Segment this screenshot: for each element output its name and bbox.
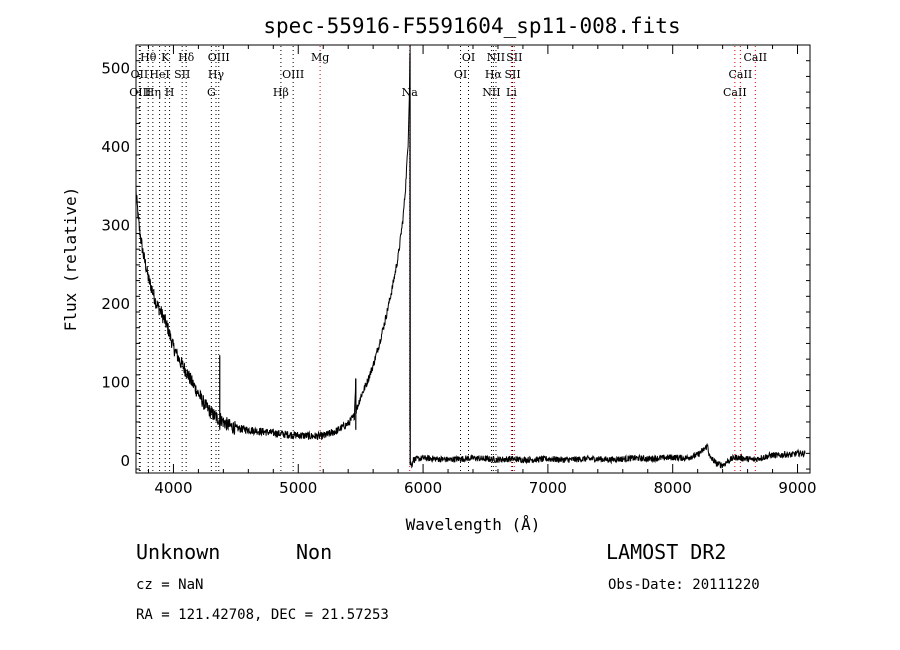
- x-tick-label: 8000: [654, 479, 692, 497]
- spectral-line-label: Li: [506, 86, 517, 99]
- y-axis-label: Flux (relative): [61, 187, 80, 332]
- subclass-label: Non: [296, 540, 332, 564]
- spectral-line-label: H: [165, 86, 175, 99]
- spectral-line-label: Hα: [485, 68, 503, 81]
- y-tick-label: 500: [101, 60, 130, 78]
- spectral-line-label: Hγ: [208, 68, 225, 81]
- y-axis-ticks: 0 100 200 300 400 500: [101, 60, 810, 470]
- spectrum-line: [135, 53, 806, 469]
- spectral-line-label: CaII: [743, 51, 767, 64]
- spectral-line-label: OI: [454, 68, 467, 81]
- y-tick-label: 100: [101, 374, 130, 392]
- spectral-line-label: CaII: [729, 68, 753, 81]
- spectral-line-label: Hθ: [140, 51, 157, 64]
- spectral-line-label: CaII: [723, 86, 747, 99]
- plot-frame: [135, 44, 811, 474]
- spectral-line-label: NII: [482, 86, 500, 99]
- x-tick-label: 7000: [529, 479, 567, 497]
- spectral-line-label: SII: [174, 68, 190, 81]
- coordinates-label: RA = 121.42708, DEC = 21.57253: [136, 607, 389, 623]
- spectral-line-label: Hδ: [178, 51, 195, 64]
- x-tick-label: 4000: [154, 479, 192, 497]
- spectral-line-label: OII: [131, 68, 149, 81]
- obs-date-label: Obs-Date: 20111220: [608, 577, 760, 593]
- class-label: Unknown: [136, 540, 220, 564]
- spectral-line-label: Mg: [311, 51, 329, 64]
- spectral-line-label: NII: [487, 51, 505, 64]
- spectral-line-label: G: [207, 86, 216, 99]
- x-axis-ticks: 4000 5000 6000 7000 8000 9000: [147, 45, 817, 497]
- y-tick-label: 200: [101, 295, 130, 313]
- redshift-label: cz = NaN: [136, 577, 203, 593]
- spectral-line-label: OIII: [208, 51, 230, 64]
- spectral-line-label: Hη: [145, 86, 161, 99]
- x-tick-label: 6000: [404, 479, 442, 497]
- chart-title: spec-55916-F5591604_sp11-008.fits: [263, 14, 680, 38]
- spectral-line-markers: [138, 46, 756, 472]
- spectral-line-label: OI: [462, 51, 475, 64]
- spectral-line-label: HeI: [149, 68, 169, 81]
- y-tick-label: 300: [101, 217, 130, 235]
- spectral-line-label: OIII: [282, 68, 304, 81]
- y-tick-label: 0: [120, 452, 130, 470]
- survey-label: LAMOST DR2: [606, 540, 726, 564]
- y-tick-label: 400: [101, 138, 130, 156]
- x-tick-label: 5000: [279, 479, 317, 497]
- x-tick-label: 9000: [778, 479, 816, 497]
- x-axis-label: Wavelength (Å): [406, 515, 541, 534]
- spectral-line-label: SII: [506, 51, 522, 64]
- spectral-line-label: OIII: [129, 86, 151, 99]
- spectral-line-label: K: [161, 51, 170, 64]
- spectral-line-label: SII: [504, 68, 520, 81]
- spectral-line-label: Hβ: [273, 86, 289, 99]
